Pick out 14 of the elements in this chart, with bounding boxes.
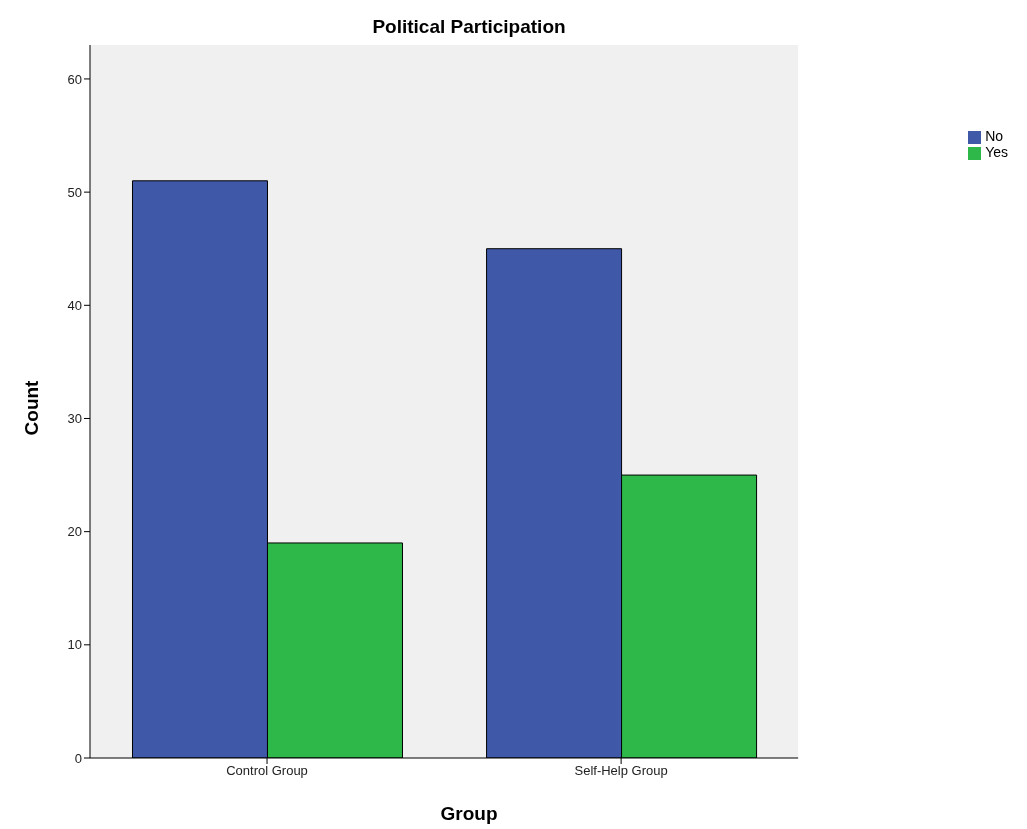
y-tick-label: 20 [67,524,82,540]
x-axis-title: Group [439,803,499,825]
x-tick-label: Self-Help Group [574,763,668,779]
legend-label: No [985,128,1004,144]
y-axis-title: Count [21,380,43,436]
legend-label: Yes [985,144,1008,160]
y-tick-label: 10 [67,637,82,653]
y-tick-label: 40 [67,297,82,313]
chart-title: Political Participation [371,16,567,38]
y-tick-label: 50 [67,184,82,200]
x-tick-label: Control Group [226,763,308,779]
y-tick-label: 60 [67,71,82,87]
y-tick-label: 0 [74,750,82,766]
y-tick-label: 30 [67,411,82,427]
